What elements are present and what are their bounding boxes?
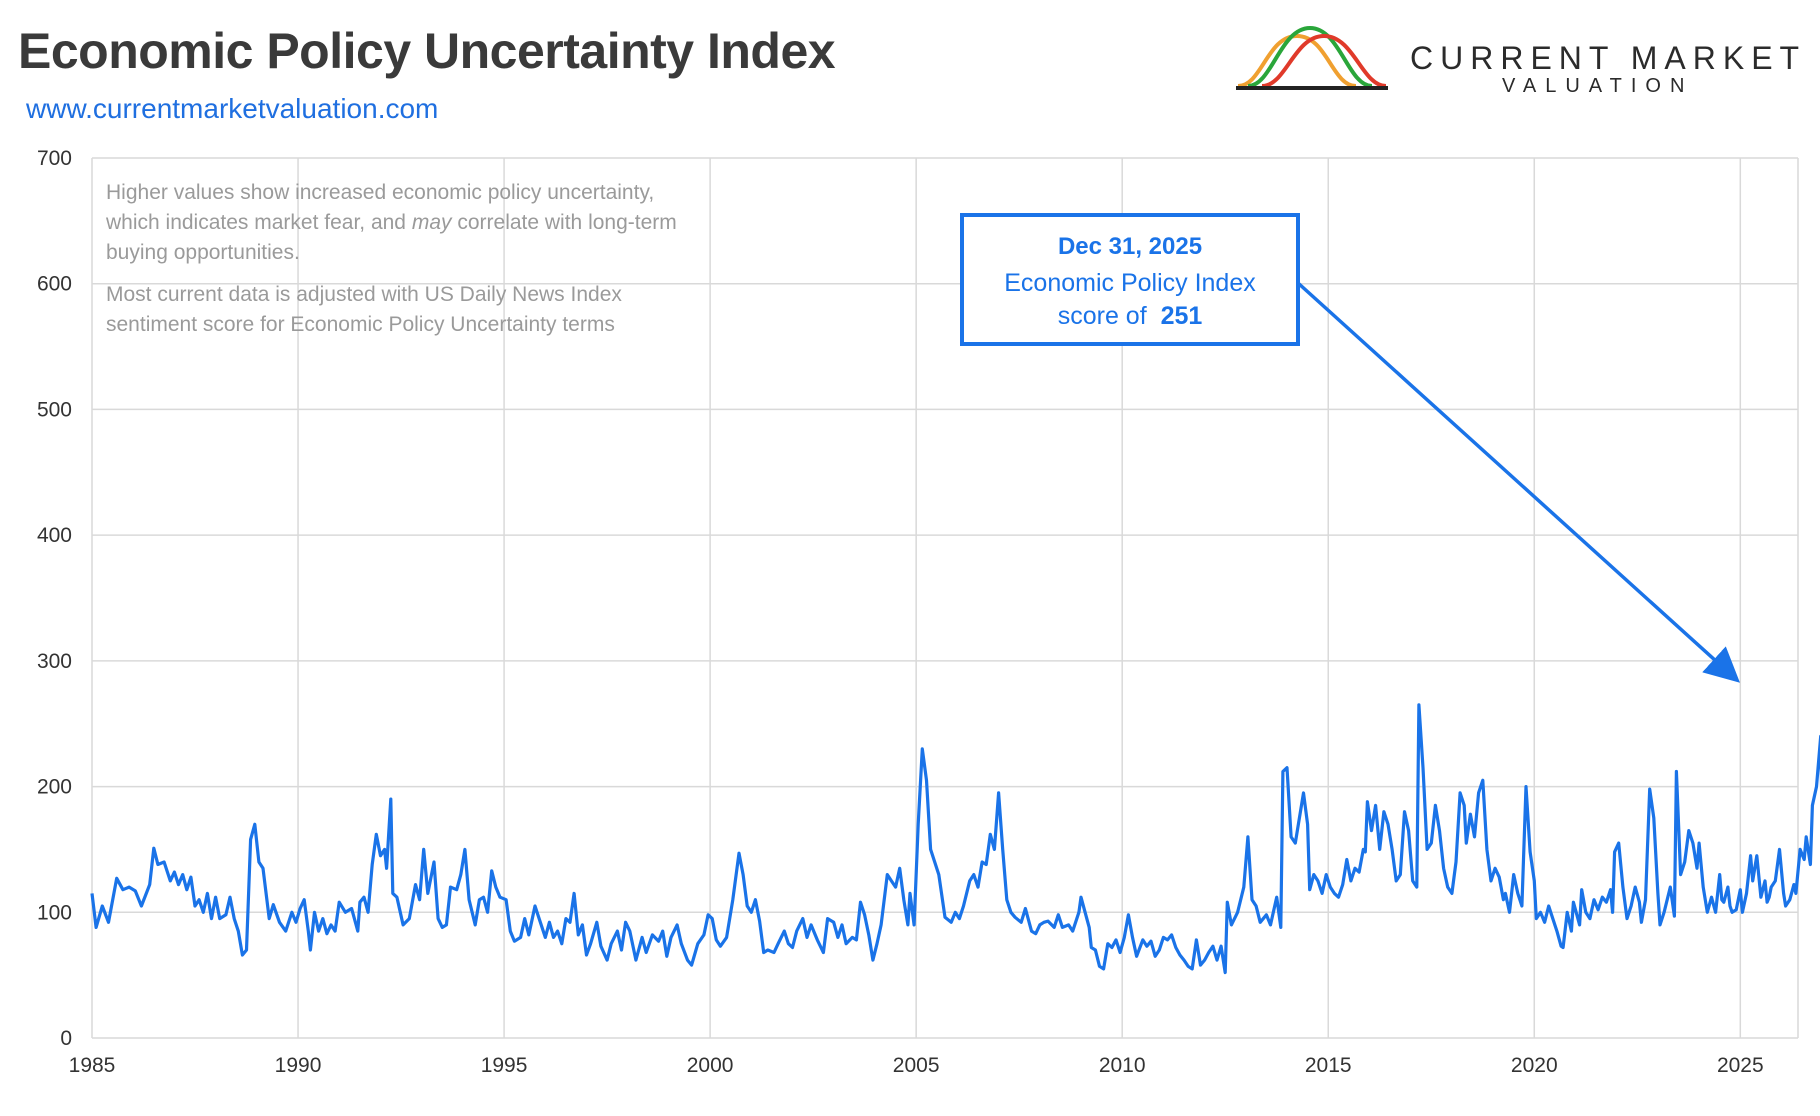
x-tick-label: 2010 (1099, 1054, 1146, 1077)
callout-score-value: 251 (1160, 302, 1203, 330)
latest-value-callout: Dec 31, 2025 Economic Policy Index score… (960, 213, 1300, 346)
callout-score: score of 251 (964, 302, 1296, 331)
y-tick-label: 200 (37, 776, 72, 799)
annotation-paragraph-1: Higher values show increased economic po… (106, 178, 746, 268)
x-tick-label: 2025 (1717, 1054, 1764, 1077)
annotation-line: Most current data is adjusted with US Da… (106, 283, 622, 306)
brand-logo: CURRENT MARKET VALUATION (1232, 26, 1812, 116)
callout-label: Economic Policy Index (1004, 269, 1256, 297)
x-tick-label: 2015 (1305, 1054, 1352, 1077)
bell-curves-icon (1236, 26, 1388, 90)
y-tick-label: 100 (37, 901, 72, 924)
x-tick-label: 2000 (687, 1054, 734, 1077)
annotation-line: correlate with long-term (451, 211, 677, 234)
page-title: Economic Policy Uncertainty Index (18, 23, 836, 79)
annotation-line: sentiment score for Economic Policy Unce… (106, 313, 615, 336)
callout-pointer-arrow (1296, 281, 1740, 683)
y-tick-label: 400 (37, 524, 72, 547)
annotation-line: buying opportunities. (106, 241, 300, 264)
annotation-line: which indicates market fear, and (106, 211, 412, 234)
annotation-line: Higher values show increased economic po… (106, 181, 655, 204)
y-tick-label: 0 (60, 1027, 72, 1050)
callout-score-prefix: score of (1057, 302, 1147, 330)
logo-subtitle: VALUATION (1502, 75, 1694, 97)
y-tick-label: 600 (37, 273, 72, 296)
y-tick-label: 300 (37, 650, 72, 673)
annotation-paragraph-2: Most current data is adjusted with US Da… (106, 280, 746, 340)
logo-name: CURRENT MARKET (1410, 40, 1807, 76)
y-tick-label: 700 (37, 147, 72, 170)
x-tick-label: 2020 (1511, 1054, 1558, 1077)
x-tick-label: 1985 (69, 1054, 116, 1077)
x-tick-label: 1995 (481, 1054, 528, 1077)
series-line (90, 703, 1820, 975)
website-url-link[interactable]: www.currentmarketvaluation.com (26, 93, 439, 124)
x-tick-label: 1990 (275, 1054, 322, 1077)
chart-annotation: Higher values show increased economic po… (106, 178, 746, 352)
y-tick-label: 500 (37, 398, 72, 421)
callout-date: Dec 31, 2025 (1057, 233, 1203, 260)
annotation-emphasis: may (411, 211, 452, 234)
x-tick-label: 2005 (893, 1054, 940, 1077)
